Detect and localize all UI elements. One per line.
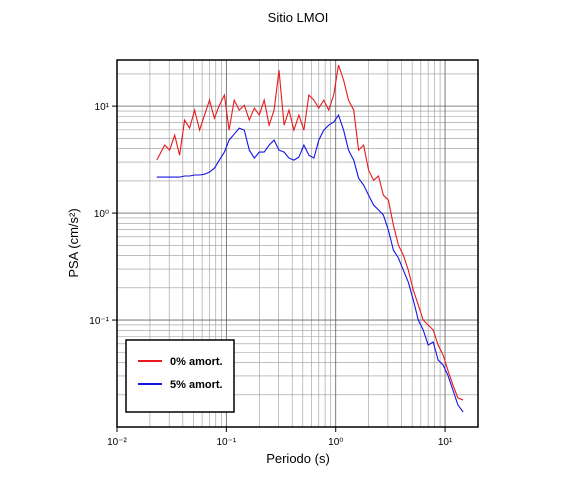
x-tick-label: 10¹: [438, 437, 453, 448]
y-tick-label: 10⁰: [94, 209, 109, 220]
x-tick-label: 10⁻¹: [216, 437, 236, 448]
y-axis-label: PSA (cm/s²): [66, 208, 81, 277]
series-line: [156, 113, 464, 413]
chart-title: Sitio LMOI: [268, 10, 329, 25]
legend-box: [125, 339, 235, 413]
legend-label: 0% amort.: [170, 356, 223, 368]
y-tick-label: 10¹: [95, 102, 110, 113]
x-tick-label: 10⁻²: [107, 437, 127, 448]
plot-frame: [116, 59, 479, 428]
y-tick-label: 10⁻¹: [89, 316, 109, 327]
series-line: [156, 64, 464, 401]
x-axis-label: Periodo (s): [266, 451, 330, 466]
x-tick-label: 10⁰: [328, 437, 343, 448]
legend-label: 5% amort.: [170, 379, 223, 391]
